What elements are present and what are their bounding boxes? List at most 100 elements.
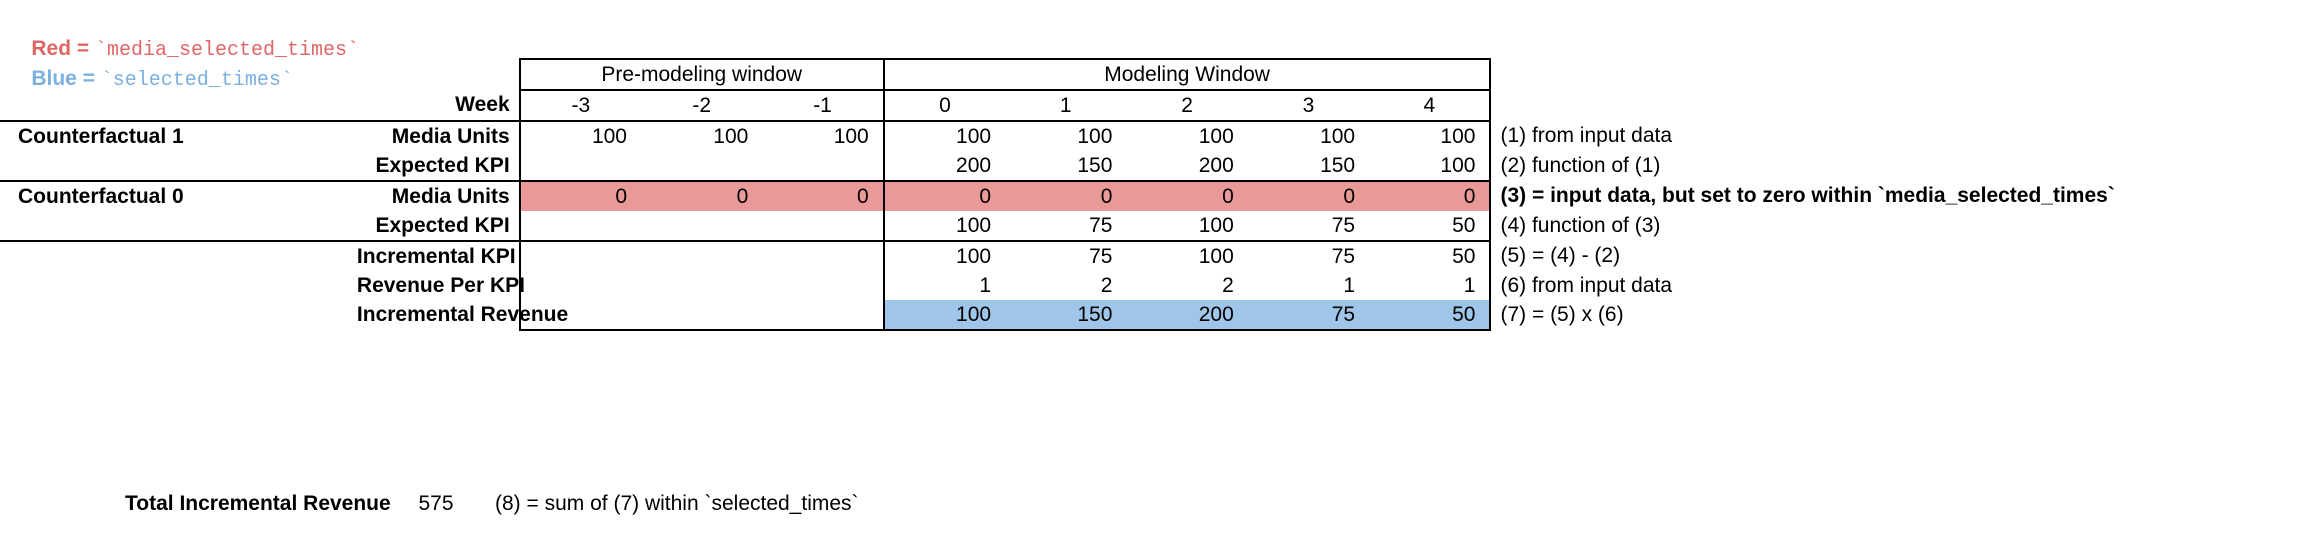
table-row: Counterfactual 1 Media Units 100 100 100… bbox=[0, 120, 2290, 151]
cell-rev-per-kpi-w-2 bbox=[641, 271, 762, 300]
cell-cf0-media-w1: 0 bbox=[1005, 180, 1127, 211]
cell-inc-kpi-w0: 100 bbox=[882, 240, 1006, 271]
week-header-1: 1 bbox=[1005, 90, 1127, 122]
note-1: (1) from input data bbox=[1500, 124, 1673, 147]
row-label-incremental-kpi: Incremental KPI bbox=[356, 240, 520, 271]
group-label-blank-1 bbox=[0, 151, 357, 181]
total-value: 575 bbox=[418, 492, 454, 515]
total-incremental-revenue-row: Total Incremental Revenue 575 (8) = sum … bbox=[0, 487, 2290, 521]
group-label-counterfactual-1: Counterfactual 1 bbox=[0, 120, 357, 151]
cell-rev-per-kpi-w2: 2 bbox=[1222, 273, 1234, 297]
group-label-blank-2 bbox=[0, 211, 357, 241]
note-8: (8) = sum of (7) within `selected_times` bbox=[495, 492, 859, 515]
cell-cf0-media-w0: 0 bbox=[882, 180, 1006, 211]
cell-cf1-media-w-3: 100 bbox=[518, 120, 641, 151]
table-row: Revenue Per KPI 1 2 2 1 1 (6) from input… bbox=[0, 271, 2290, 300]
week-header--3: -3 bbox=[518, 90, 641, 122]
cell-inc-kpi-w2: 100 bbox=[1126, 240, 1248, 271]
legend-key-red: Red bbox=[31, 37, 72, 60]
legend-value-red: `media_selected_times` bbox=[94, 39, 360, 62]
cell-rev-per-kpi-w0: 1 bbox=[882, 271, 1006, 300]
table-row: Expected KPI 200 150 200 150 100 (2) fun… bbox=[0, 151, 2290, 181]
cell-inc-kpi-w1: 75 bbox=[1005, 240, 1127, 271]
cell-cf1-media-w0: 100 bbox=[882, 120, 1006, 151]
week-row-label: Week bbox=[455, 93, 510, 116]
row-label-media-units-cf1: Media Units bbox=[356, 120, 520, 151]
note-4: (4) function of (3) bbox=[1500, 214, 1661, 237]
note-3: (3) = input data, but set to zero within… bbox=[1500, 184, 2115, 207]
cell-cf1-kpi-w-1 bbox=[762, 151, 883, 181]
cell-inc-rev-w4: 50 bbox=[1369, 300, 1492, 331]
cell-cf0-media-w4: 0 bbox=[1369, 180, 1492, 211]
cell-inc-rev-w-3 bbox=[518, 300, 641, 331]
cell-inc-kpi-w4: 50 bbox=[1369, 240, 1492, 271]
table-week-header-row: Week -3 -2 -1 0 1 2 3 4 bbox=[0, 90, 2290, 122]
legend-key-blue: Blue bbox=[31, 67, 77, 90]
cell-cf1-kpi-w2: 200 bbox=[1198, 153, 1234, 177]
cell-inc-kpi-w-2 bbox=[641, 240, 763, 271]
row-label-expected-kpi-cf0: Expected KPI bbox=[375, 213, 510, 237]
header-modeling-window: Modeling Window bbox=[882, 58, 1492, 91]
legend-row-red: Red = `media_selected_times` bbox=[8, 4, 359, 62]
cell-cf1-kpi-w-2 bbox=[641, 151, 762, 181]
note-5: (5) = (4) - (2) bbox=[1500, 244, 1621, 267]
week-header--1: -1 bbox=[762, 90, 884, 122]
cell-rev-per-kpi-w3: 1 bbox=[1343, 273, 1356, 297]
cell-cf0-kpi-w-1 bbox=[762, 211, 883, 241]
header-pre-modeling-window: Pre-modeling window bbox=[518, 58, 884, 91]
legend-equals-red: = bbox=[71, 37, 95, 60]
note-7: (7) = (5) x (6) bbox=[1500, 303, 1624, 326]
cell-cf0-kpi-w2: 100 bbox=[1198, 213, 1234, 237]
spacer-rowlabel bbox=[357, 59, 520, 90]
cell-rev-per-kpi-w-3 bbox=[518, 271, 641, 300]
cell-cf1-media-w1: 100 bbox=[1005, 120, 1127, 151]
cell-cf1-media-w3: 100 bbox=[1247, 120, 1370, 151]
cell-cf0-kpi-w0: 100 bbox=[882, 211, 1006, 241]
cell-rev-per-kpi-w-1 bbox=[762, 271, 883, 300]
week-header--2: -2 bbox=[641, 90, 763, 122]
cell-inc-rev-w3: 75 bbox=[1247, 300, 1370, 331]
cell-rev-per-kpi-w4: 1 bbox=[1369, 271, 1492, 300]
week-header-0: 0 bbox=[882, 90, 1006, 122]
row-label-media-units-cf0: Media Units bbox=[356, 180, 520, 211]
cell-cf1-kpi-w1: 150 bbox=[1077, 153, 1113, 177]
cell-cf1-media-w2: 100 bbox=[1126, 120, 1248, 151]
cell-cf1-kpi-w-3 bbox=[518, 151, 641, 181]
cell-cf0-kpi-w1: 75 bbox=[1089, 213, 1113, 237]
spacer-note-week bbox=[1490, 90, 2290, 121]
group-label-blank-3 bbox=[0, 240, 357, 271]
group-label-blank-5 bbox=[0, 300, 357, 330]
spacer-group-week bbox=[0, 90, 357, 121]
cell-cf0-media-w-1: 0 bbox=[762, 180, 884, 211]
row-label-expected-kpi-cf1: Expected KPI bbox=[375, 153, 510, 177]
cell-cf1-kpi-w3: 150 bbox=[1320, 153, 1356, 177]
cell-cf1-media-w4: 100 bbox=[1369, 120, 1492, 151]
cell-cf0-media-w-3: 0 bbox=[518, 180, 641, 211]
spacer-group bbox=[0, 59, 357, 90]
total-label: Total Incremental Revenue bbox=[125, 492, 391, 515]
legend-value-blue: `selected_times` bbox=[100, 69, 293, 92]
cell-inc-kpi-w-3 bbox=[518, 240, 641, 271]
spacer-note bbox=[1490, 59, 2290, 90]
table-row: Counterfactual 0 Media Units 0 0 0 0 0 0… bbox=[0, 180, 2290, 211]
cell-inc-rev-w2: 200 bbox=[1126, 300, 1248, 331]
group-label-counterfactual-0: Counterfactual 0 bbox=[0, 180, 357, 211]
row-label-incremental-revenue: Incremental Revenue bbox=[356, 303, 569, 326]
counterfactual-table: Pre-modeling window Modeling Window Week… bbox=[0, 58, 2290, 331]
table-group-header-row: Pre-modeling window Modeling Window bbox=[0, 58, 2290, 91]
table-row: Incremental Revenue 100 150 200 75 50 (7… bbox=[0, 300, 2290, 331]
cell-cf1-kpi-w4: 100 bbox=[1369, 151, 1492, 181]
cell-inc-rev-w-1 bbox=[762, 300, 884, 331]
week-header-4: 4 bbox=[1369, 90, 1492, 122]
cell-cf0-kpi-w3: 75 bbox=[1331, 213, 1356, 237]
legend-equals-blue: = bbox=[76, 67, 101, 90]
cell-rev-per-kpi-w1: 2 bbox=[1100, 273, 1113, 297]
cell-inc-rev-w1: 150 bbox=[1005, 300, 1127, 331]
table-row: Expected KPI 100 75 100 75 50 (4) functi… bbox=[0, 211, 2290, 241]
week-header-3: 3 bbox=[1247, 90, 1370, 122]
cell-inc-kpi-w-1 bbox=[762, 240, 884, 271]
legend-row-blue: Blue = `selected_times` bbox=[8, 34, 359, 92]
cell-cf0-kpi-w-2 bbox=[641, 211, 762, 241]
cell-inc-rev-w-2 bbox=[641, 300, 763, 331]
color-legend: Red = `media_selected_times` Blue = `sel… bbox=[8, 4, 359, 92]
